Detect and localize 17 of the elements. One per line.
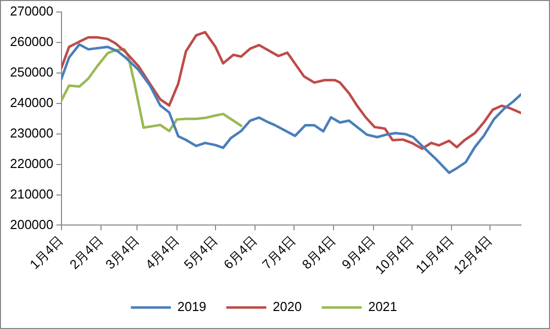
y-tick-label: 250000: [10, 64, 54, 80]
x-tick-label: 8月4日: [298, 232, 338, 272]
x-tick-label: 1月4日: [26, 232, 66, 272]
x-tick-label: 7月4日: [259, 232, 298, 272]
legend-label: 2021: [368, 299, 398, 314]
legend-label: 2020: [272, 299, 302, 314]
y-tick-label: 200000: [10, 216, 54, 232]
legend-label: 2019: [177, 299, 206, 314]
x-tick-label: 4月4日: [142, 232, 182, 272]
x-tick-label: 5月4日: [180, 232, 220, 272]
y-tick-label: 230000: [10, 125, 54, 140]
y-tick-label: 220000: [10, 156, 54, 171]
y-tick-label: 240000: [10, 94, 54, 110]
x-tick-label: 6月4日: [220, 232, 260, 272]
y-tick-label: 210000: [10, 186, 54, 202]
y-tick-label: 270000: [10, 3, 54, 18]
y-tick-label: 260000: [10, 34, 54, 49]
